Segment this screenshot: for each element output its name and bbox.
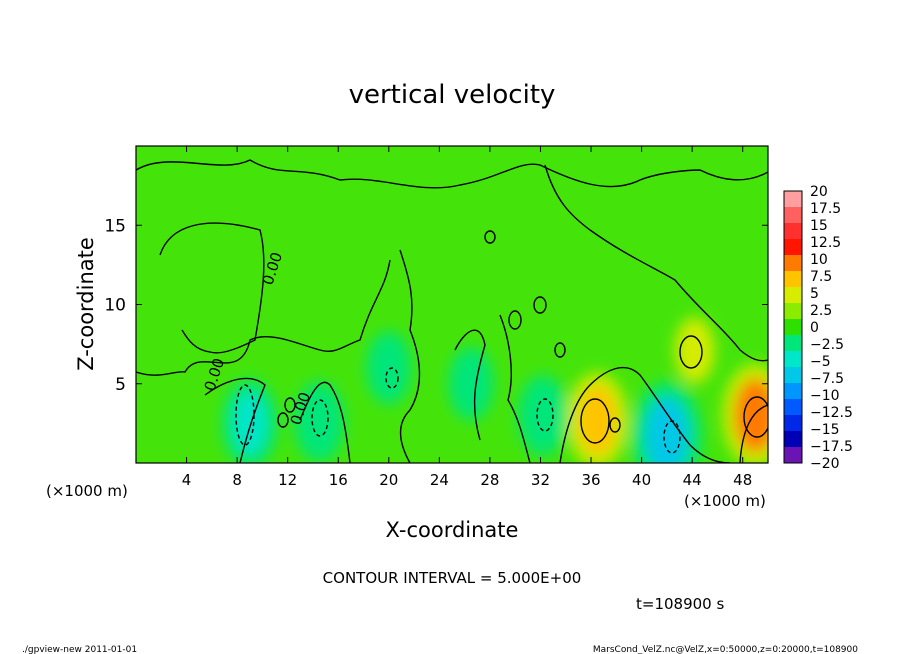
- contour-line: [136, 259, 391, 376]
- colorbar-cell: [784, 319, 802, 336]
- contour-line: [159, 222, 265, 354]
- contour-line: [385, 367, 399, 389]
- colorbar-cell: [784, 367, 802, 384]
- colorbar-cell: [784, 335, 802, 352]
- x-axis-ticks: 4 8 12 16 20 24 28 32 36 40 44 48: [182, 146, 752, 489]
- contour-line: [508, 310, 522, 330]
- velocity-cell: [527, 386, 560, 445]
- colorbar-cell: [784, 255, 802, 272]
- colorbar-cell: [784, 351, 802, 368]
- contour-line: [499, 314, 531, 463]
- colorbar-cell: [784, 303, 802, 320]
- contour-line: [679, 335, 703, 369]
- contour-line: [554, 342, 566, 358]
- contour-line: [484, 230, 496, 244]
- colorbar-cell: [784, 383, 802, 400]
- colorbar-label: 20: [810, 184, 828, 200]
- contour-line: [533, 296, 547, 314]
- contour-line: [544, 164, 768, 362]
- colorbar-label: −5: [810, 354, 831, 370]
- colorbar: 2017.51512.5107.552.50−2.5−5−7.5−10−12.5…: [783, 184, 853, 472]
- velocity-cell: [374, 341, 404, 395]
- colorbar-label: −17.5: [810, 439, 853, 455]
- footer-left: ./gpview-new 2011-01-01: [22, 645, 137, 654]
- contour-line: [399, 249, 421, 463]
- contour-line: [743, 396, 768, 438]
- colorbar-label: 5: [810, 286, 819, 302]
- colorbar-cell: [784, 223, 802, 240]
- contour-line: [299, 381, 351, 463]
- colorbar-cell: [784, 447, 802, 464]
- footer-right: MarsCond_VelZ.nc@VelZ,x=0:50000,z=0:2000…: [593, 645, 858, 654]
- x-tick-label: 44: [683, 471, 702, 489]
- colorbar-label: −20: [810, 456, 840, 472]
- x-tick-label: 8: [232, 471, 242, 489]
- colorbar-cell: [784, 239, 802, 256]
- colorbar-cell: [784, 207, 802, 224]
- contour-line: [454, 329, 486, 441]
- colorbar-cell: [784, 271, 802, 288]
- x-tick-label: 28: [480, 471, 499, 489]
- contour-line: [311, 399, 329, 437]
- colorbar-label: −10: [810, 388, 840, 404]
- colorbar-cell: [784, 191, 802, 208]
- contour-line: [204, 377, 266, 463]
- velocity-cell: [456, 357, 486, 411]
- x-tick-label: 12: [278, 471, 297, 489]
- contour-line: [739, 404, 768, 463]
- colorbar-label: −15: [810, 422, 840, 438]
- x-axis-units-left: (×1000 m): [46, 482, 128, 500]
- y-axis-title: Z-coordinate: [74, 237, 98, 371]
- contour-line: [609, 417, 621, 433]
- colorbar-label: −12.5: [810, 405, 853, 421]
- contour-line: [663, 420, 681, 454]
- colorbar-cell: [784, 399, 802, 416]
- colorbar-label: −7.5: [810, 371, 844, 387]
- contour-line: [136, 159, 768, 189]
- y-axis-ticks: 5 10 15: [104, 216, 768, 395]
- contour-line: [284, 397, 296, 413]
- colorbar-cell: [784, 415, 802, 432]
- contour-line: [580, 398, 610, 444]
- x-tick-label: 16: [329, 471, 348, 489]
- zero-contours: [136, 159, 768, 463]
- colorbar-label: 0: [810, 320, 819, 336]
- velocity-cell: [734, 378, 768, 453]
- contour-interval-text: CONTOUR INTERVAL = 5.000E+00: [323, 569, 582, 587]
- x-tick-label: 20: [379, 471, 398, 489]
- colorbar-label: −2.5: [810, 337, 844, 353]
- x-axis-title: X-coordinate: [386, 518, 519, 542]
- colorbar-label: 15: [810, 218, 828, 234]
- contour-line: [277, 412, 289, 428]
- plot-area: 0.00 0.00 0.00 4 8 12 16 20 24 28 32 36 40 44 48 51…: [104, 145, 769, 489]
- colorbar-cell: [784, 287, 802, 304]
- x-tick-label: 48: [733, 471, 752, 489]
- colorbar-label: 12.5: [810, 235, 841, 251]
- contour-line: [559, 366, 731, 463]
- colorbar-label: 17.5: [810, 201, 841, 217]
- colorbar-label: 7.5: [810, 269, 832, 285]
- colorbar-frame: [783, 190, 803, 464]
- x-tick-label: 4: [182, 471, 192, 489]
- contour-line: [235, 384, 255, 446]
- x-tick-label: 32: [531, 471, 550, 489]
- colorbar-cell: [784, 431, 802, 448]
- chart-title: vertical velocity: [349, 80, 556, 110]
- colorbar-label: 10: [810, 252, 828, 268]
- velocity-cell: [303, 392, 336, 451]
- contour-line: [536, 398, 554, 432]
- velocity-cell: [232, 391, 268, 455]
- y-tick-label: 10: [104, 296, 126, 316]
- x-tick-label: 24: [430, 471, 449, 489]
- y-tick-label: 15: [104, 216, 126, 236]
- colorbar-label: 2.5: [810, 303, 832, 319]
- velocity-cell: [681, 326, 708, 375]
- time-label: t=108900 s: [636, 595, 724, 613]
- x-tick-label: 40: [632, 471, 651, 489]
- y-tick-label: 5: [115, 375, 126, 395]
- x-tick-label: 36: [581, 471, 600, 489]
- x-axis-units-right: (×1000 m): [684, 492, 766, 510]
